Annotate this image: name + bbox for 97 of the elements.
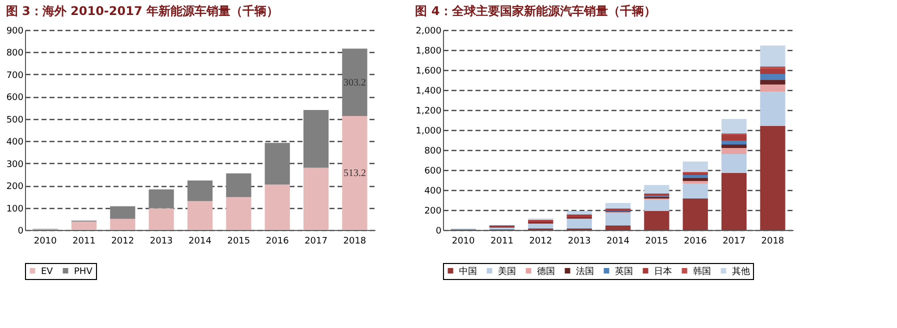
- bar: [721, 148, 747, 154]
- legend-label: 英国: [615, 266, 633, 277]
- data-label: 303.2: [343, 77, 366, 88]
- bar: [264, 142, 290, 184]
- x-tick-label: 2015: [227, 236, 250, 246]
- bar: [110, 206, 136, 219]
- legend-label: PHV: [74, 266, 94, 277]
- bar: [721, 119, 747, 134]
- bar: [721, 144, 747, 148]
- legend-label: 其他: [732, 266, 750, 277]
- bar: [342, 48, 368, 116]
- x-tick-label: 2010: [34, 236, 58, 246]
- bar: [721, 173, 747, 230]
- bar: [721, 140, 747, 144]
- x-tick-label: 2013: [568, 236, 591, 246]
- x-tick-label: 2018: [761, 236, 784, 246]
- bar: [566, 211, 592, 214]
- y-tick-label: 2,000: [416, 26, 442, 36]
- bar: [303, 168, 329, 230]
- bar: [566, 214, 592, 218]
- bar: [566, 219, 592, 228]
- y-tick-label: 200: [424, 206, 442, 216]
- x-tick-label: 2018: [343, 236, 366, 246]
- legend-label: 中国: [459, 266, 477, 277]
- x-tick-label: 2010: [452, 236, 476, 246]
- bar: [760, 84, 786, 92]
- y-tick-label: 1,400: [416, 86, 442, 96]
- x-tick-label: 2012: [529, 236, 552, 246]
- y-tick-label: 200: [6, 182, 24, 192]
- bar: [528, 224, 554, 228]
- y-tick-label: 0: [18, 226, 24, 236]
- y-tick-label: 800: [424, 146, 442, 156]
- y-tick-label: 100: [6, 204, 24, 214]
- y-tick-label: 400: [424, 186, 442, 196]
- legend-label: 法国: [576, 266, 594, 277]
- bar: [721, 135, 747, 140]
- bar: [226, 173, 252, 198]
- bar: [605, 213, 631, 226]
- bar: [721, 154, 747, 173]
- bar: [342, 116, 368, 230]
- legend-label: 美国: [498, 266, 516, 277]
- bar: [682, 162, 708, 172]
- x-tick-label: 2014: [188, 236, 212, 246]
- x-tick-label: 2017: [722, 236, 746, 246]
- bar: [760, 126, 786, 230]
- y-tick-label: 600: [424, 166, 442, 176]
- chart-title: 图 4：全球主要国家新能源汽车销量（千辆）: [415, 4, 656, 18]
- y-tick-label: 500: [6, 115, 24, 126]
- x-tick-label: 2013: [150, 236, 173, 246]
- y-tick-label: 600: [6, 93, 24, 104]
- x-tick-label: 2016: [684, 236, 708, 246]
- bar: [760, 80, 786, 84]
- x-tick-label: 2014: [606, 236, 630, 246]
- x-tick-label: 2016: [266, 236, 290, 246]
- bar: [760, 92, 786, 126]
- bar: [264, 184, 290, 230]
- bar: [148, 208, 174, 230]
- bar: [760, 46, 786, 66]
- x-tick-label: 2011: [490, 236, 514, 246]
- bar: [187, 201, 213, 230]
- y-tick-label: 700: [6, 70, 24, 81]
- bar: [605, 226, 631, 230]
- x-tick-label: 2011: [72, 236, 96, 246]
- bar: [644, 185, 670, 194]
- bar: [682, 175, 708, 178]
- bar: [682, 198, 708, 230]
- bar: [226, 197, 252, 230]
- bar: [644, 200, 670, 211]
- y-tick-label: 1,200: [416, 106, 442, 116]
- chart-title: 图 3：海外 2010-2017 年新能源车销量（千辆）: [6, 4, 278, 18]
- bar: [71, 222, 97, 230]
- legend-label: 日本: [654, 266, 672, 277]
- y-tick-label: 300: [6, 160, 24, 170]
- y-tick-label: 1,800: [416, 46, 442, 56]
- y-tick-label: 400: [6, 138, 24, 148]
- x-tick-label: 2017: [304, 236, 328, 246]
- y-tick-label: 0: [436, 226, 442, 236]
- x-tick-label: 2015: [645, 236, 668, 246]
- bar: [760, 74, 786, 80]
- bar: [644, 211, 670, 230]
- bar: [605, 203, 631, 208]
- bar: [148, 189, 174, 208]
- legend-label: 韩国: [693, 266, 711, 277]
- bar: [682, 184, 708, 198]
- y-tick-label: 1,000: [416, 126, 442, 136]
- bar: [187, 180, 213, 202]
- bar: [682, 178, 708, 181]
- bar: [760, 69, 786, 74]
- legend-label: EV: [41, 266, 54, 277]
- data-label: 513.2: [343, 168, 366, 179]
- legend-label: 德国: [537, 266, 555, 277]
- x-tick-label: 2012: [111, 236, 134, 246]
- bar: [303, 110, 329, 168]
- bar: [110, 218, 136, 230]
- y-tick-label: 900: [6, 26, 24, 36]
- y-tick-label: 1,600: [416, 66, 442, 76]
- y-tick-label: 800: [6, 48, 24, 59]
